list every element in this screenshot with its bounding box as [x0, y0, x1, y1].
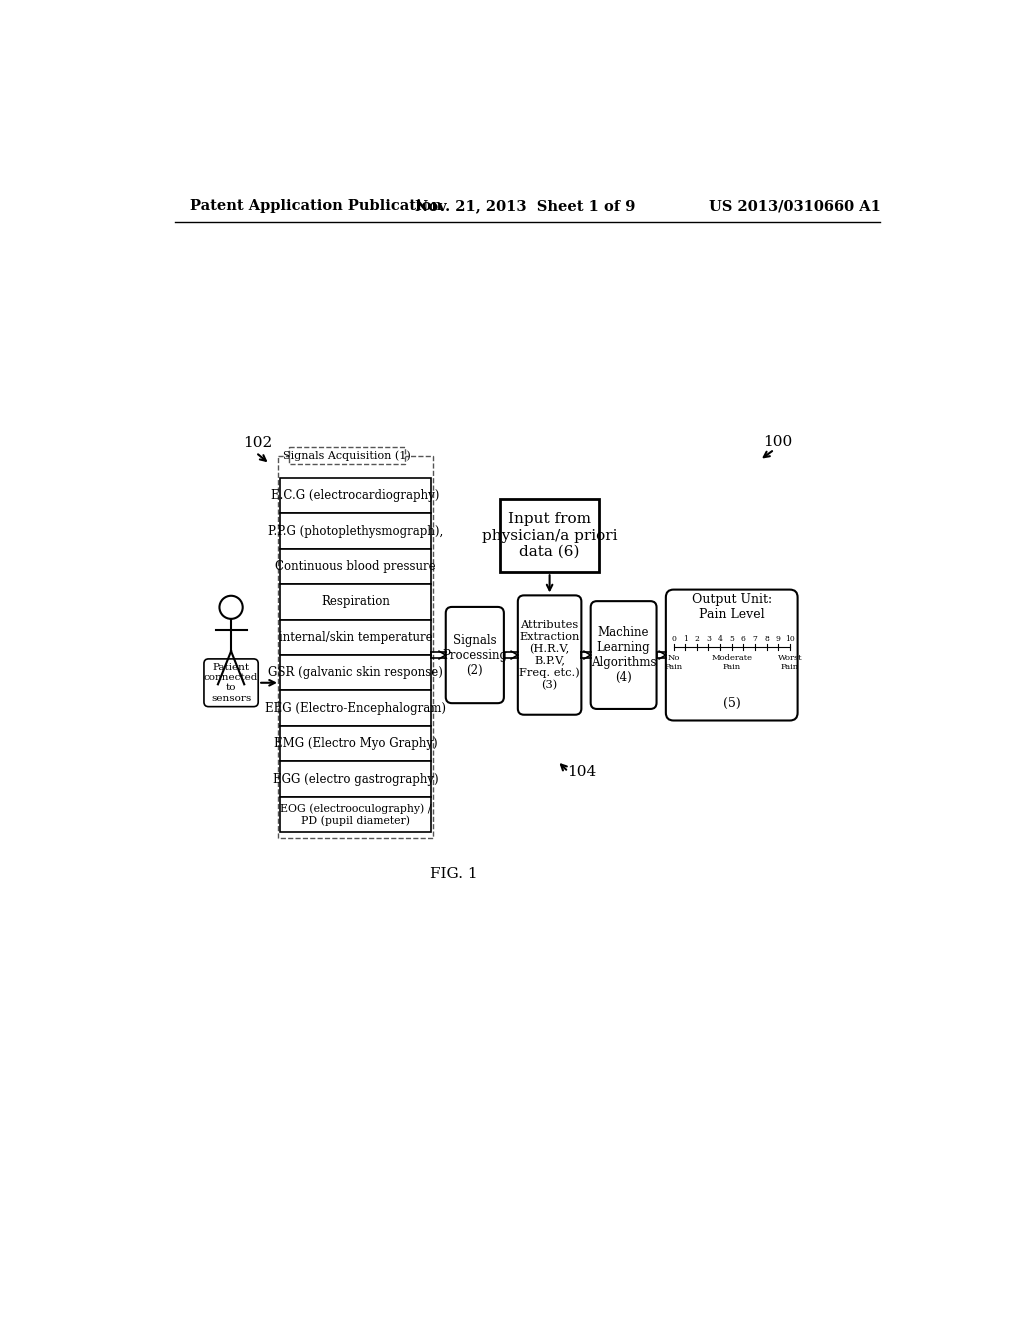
Text: 10: 10 [785, 635, 795, 643]
Text: 9: 9 [776, 635, 780, 643]
Text: Machine
Learning
Algorithms
(4): Machine Learning Algorithms (4) [591, 626, 656, 684]
Bar [280, 690, 431, 726]
Text: Output Unit:
Pain Level: Output Unit: Pain Level [691, 593, 772, 620]
Text: 1: 1 [683, 635, 688, 643]
Text: Respiration: Respiration [322, 595, 390, 609]
Bar [280, 478, 431, 513]
Text: Input from
physician/a priori
data (6): Input from physician/a priori data (6) [482, 512, 617, 558]
FancyBboxPatch shape [204, 659, 258, 706]
Text: Signals
Processing
(2): Signals Processing (2) [442, 634, 507, 677]
Text: 6: 6 [741, 635, 745, 643]
Text: 3: 3 [706, 635, 711, 643]
Bar [289, 447, 406, 465]
Text: 102: 102 [243, 437, 272, 450]
FancyBboxPatch shape [445, 607, 504, 704]
Text: 100: 100 [764, 434, 793, 449]
Text: P.P.G (photoplethysmograph),: P.P.G (photoplethysmograph), [268, 524, 443, 537]
Text: Signals Acquisition (1): Signals Acquisition (1) [284, 450, 412, 461]
Text: E.C.G (electrocardiography): E.C.G (electrocardiography) [271, 490, 439, 502]
Text: Attributes
Extraction
(H.R.V,
B.P.V,
Freq. etc.)
(3): Attributes Extraction (H.R.V, B.P.V, Fre… [519, 620, 580, 690]
Text: EGG (electro gastrography): EGG (electro gastrography) [272, 772, 438, 785]
FancyBboxPatch shape [591, 601, 656, 709]
Text: No
Pain: No Pain [665, 653, 683, 671]
Text: 8: 8 [764, 635, 769, 643]
Text: 4: 4 [718, 635, 723, 643]
FancyBboxPatch shape [666, 590, 798, 721]
Text: 2: 2 [694, 635, 699, 643]
Bar [500, 499, 599, 573]
Text: EMG (Electro Myo Graphy): EMG (Electro Myo Graphy) [273, 737, 437, 750]
FancyBboxPatch shape [518, 595, 582, 714]
Bar [280, 797, 431, 832]
Text: Moderate
Pain: Moderate Pain [712, 653, 753, 671]
Bar [280, 619, 431, 655]
Bar [280, 549, 431, 585]
Bar [280, 726, 431, 762]
Bar [280, 762, 431, 797]
Text: GSR (galvanic skin response): GSR (galvanic skin response) [268, 667, 443, 680]
Text: 0: 0 [671, 635, 676, 643]
Text: Patent Application Publication: Patent Application Publication [190, 199, 442, 213]
Text: internal/skin temperature: internal/skin temperature [279, 631, 432, 644]
Text: 7: 7 [753, 635, 758, 643]
Bar [280, 655, 431, 690]
Text: Patient
connected
to
sensors: Patient connected to sensors [204, 663, 258, 702]
Text: FIG. 1: FIG. 1 [430, 867, 478, 882]
Text: 104: 104 [566, 766, 596, 780]
Text: EEG (Electro-Encephalogram): EEG (Electro-Encephalogram) [265, 702, 446, 714]
Text: Worst
Pain: Worst Pain [777, 653, 802, 671]
Text: US 2013/0310660 A1: US 2013/0310660 A1 [710, 199, 881, 213]
Text: Continuous blood pressure: Continuous blood pressure [275, 560, 436, 573]
Bar [280, 513, 431, 549]
Text: Nov. 21, 2013  Sheet 1 of 9: Nov. 21, 2013 Sheet 1 of 9 [415, 199, 635, 213]
Text: EOG (electrooculography) /
PD (pupil diameter): EOG (electrooculography) / PD (pupil dia… [280, 803, 431, 826]
Text: 5: 5 [729, 635, 734, 643]
Text: (5): (5) [723, 697, 740, 710]
Bar [279, 457, 432, 838]
Bar [280, 585, 431, 619]
